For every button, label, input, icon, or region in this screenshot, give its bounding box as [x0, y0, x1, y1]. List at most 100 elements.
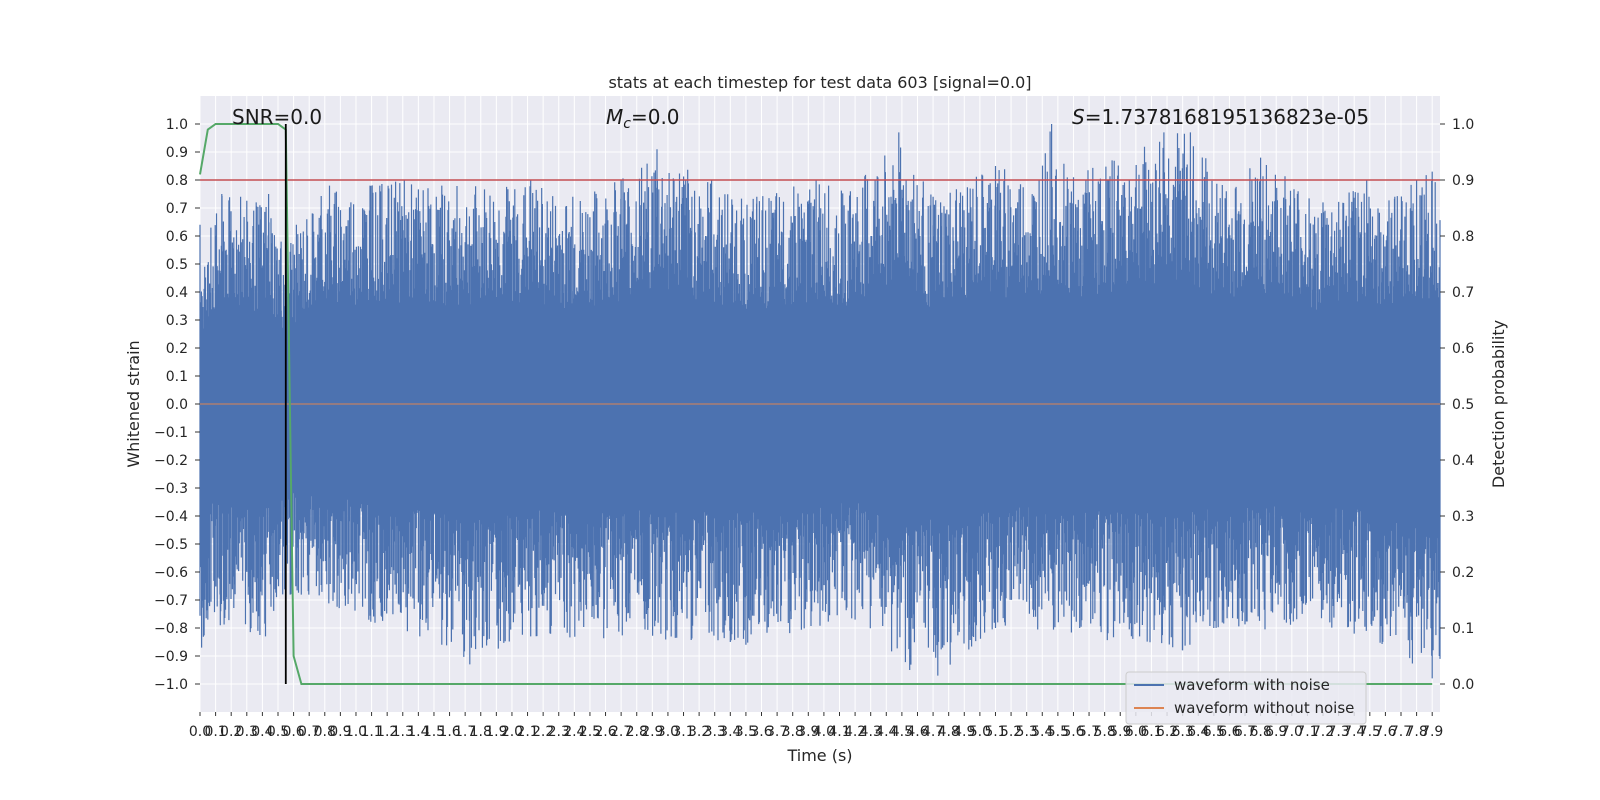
- x-tick-label: 4.9: [953, 724, 975, 740]
- y2-tick-label: 0.9: [1452, 173, 1474, 189]
- y-tick-label: −0.3: [154, 481, 188, 497]
- y-tick-label: −1.0: [154, 677, 188, 693]
- x-tick-label: 6.4: [1187, 724, 1209, 740]
- x-tick-label: 7.8: [1405, 724, 1427, 740]
- x-tick-label: 3.6: [750, 724, 772, 740]
- x-tick-label: 7.3: [1327, 724, 1349, 740]
- x-tick-label: 5.4: [1031, 724, 1053, 740]
- x-tick-label: 0.9: [329, 724, 351, 740]
- x-tick-label: 5.7: [1078, 724, 1100, 740]
- x-tick-label: 3.1: [672, 724, 694, 740]
- x-tick-label: 5.8: [1094, 724, 1116, 740]
- chirp-mass-annotation: Mc=0.0: [606, 105, 680, 132]
- x-tick-label: 5.2: [1000, 724, 1022, 740]
- y-tick-label: 0.4: [166, 285, 188, 301]
- x-tick-label: 1.7: [454, 724, 476, 740]
- y-tick-label: −0.9: [154, 649, 188, 665]
- y-tick-label: −0.6: [154, 565, 188, 581]
- snr-annotation: SNR=0.0: [232, 105, 322, 129]
- y-tick-label: 0.8: [166, 173, 188, 189]
- x-tick-label: 6.0: [1125, 724, 1147, 740]
- y-tick-label: 0.3: [166, 313, 188, 329]
- x-tick-label: 6.2: [1156, 724, 1178, 740]
- y-tick-label: −0.5: [154, 537, 188, 553]
- y2-tick-label: 0.7: [1452, 285, 1474, 301]
- x-tick-label: 0.5: [267, 724, 289, 740]
- x-tick-label: 0.1: [204, 724, 226, 740]
- y-tick-label: −0.7: [154, 593, 188, 609]
- y-axis-label: Whitened strain: [124, 340, 143, 467]
- x-tick-label: 7.7: [1390, 724, 1412, 740]
- s-annotation: S=1.7378168195136823e-05: [1072, 105, 1369, 129]
- x-tick-label: 2.1: [516, 724, 538, 740]
- chart-title: stats at each timestep for test data 603…: [608, 73, 1031, 92]
- x-tick-label: 7.1: [1296, 724, 1318, 740]
- x-tick-label: 3.8: [782, 724, 804, 740]
- x-tick-label: 4.4: [875, 724, 897, 740]
- x-tick-label: 0.7: [298, 724, 320, 740]
- x-tick-label: 3.7: [766, 724, 788, 740]
- x-tick-label: 0.4: [251, 724, 273, 740]
- x-tick-label: 1.1: [360, 724, 382, 740]
- y-tick-label: 0.0: [166, 397, 188, 413]
- x-tick-label: 4.7: [922, 724, 944, 740]
- x-tick-label: 4.1: [828, 724, 850, 740]
- x-tick-label: 1.3: [392, 724, 414, 740]
- y2-tick-label: 0.8: [1452, 229, 1474, 245]
- x-tick-label: 1.6: [438, 724, 460, 740]
- x-tick-label: 7.9: [1421, 724, 1443, 740]
- y-tick-label: 0.1: [166, 369, 188, 385]
- x-axis-label: Time (s): [786, 746, 852, 765]
- x-tick-label: 3.2: [688, 724, 710, 740]
- x-tick-label: 5.9: [1109, 724, 1131, 740]
- x-tick-label: 2.9: [641, 724, 663, 740]
- x-tick-label: 6.9: [1265, 724, 1287, 740]
- x-tick-label: 2.7: [610, 724, 632, 740]
- x-tick-label: 2.8: [626, 724, 648, 740]
- x-tick-label: 3.0: [657, 724, 679, 740]
- legend-label-clean: waveform without noise: [1174, 699, 1354, 717]
- legend: waveform with noise waveform without noi…: [1125, 671, 1367, 725]
- y-tick-label: 0.7: [166, 201, 188, 217]
- x-tick-label: 6.1: [1140, 724, 1162, 740]
- x-tick-label: 0.8: [314, 724, 336, 740]
- x-tick-label: 6.6: [1218, 724, 1240, 740]
- detection-probability-line: [199, 123, 1433, 685]
- x-tick-label: 1.4: [407, 724, 429, 740]
- x-tick-label: 2.6: [594, 724, 616, 740]
- x-tick-label: 0.0: [189, 724, 211, 740]
- y-tick-label: −0.4: [154, 509, 188, 525]
- x-tick-label: 0.2: [220, 724, 242, 740]
- y2-tick-labels: 1.0 0.9 0.8 0.7 0.6 0.5 0.4 0.3 0.2 0.1 0.0: [1440, 117, 1474, 693]
- y2-axis-label: Detection probability: [1489, 320, 1508, 488]
- x-tick-label: 1.5: [423, 724, 445, 740]
- x-tick-label: 7.5: [1359, 724, 1381, 740]
- x-tick-label: 5.6: [1062, 724, 1084, 740]
- x-tick-label: 6.8: [1249, 724, 1271, 740]
- y2-tick-label: 0.0: [1452, 677, 1474, 693]
- y-tick-label: 0.9: [166, 145, 188, 161]
- x-tick-label: 5.5: [1047, 724, 1069, 740]
- x-tick-label: 2.4: [563, 724, 585, 740]
- x-tick-label: 3.9: [797, 724, 819, 740]
- y-tick-label: −0.1: [154, 425, 188, 441]
- x-tick-label: 7.0: [1281, 724, 1303, 740]
- x-tick-label: 4.3: [860, 724, 882, 740]
- legend-label-noisy: waveform with noise: [1174, 676, 1330, 694]
- y-tick-label: 0.2: [166, 341, 188, 357]
- y2-tick-label: 0.5: [1452, 397, 1474, 413]
- y2-tick-label: 0.3: [1452, 509, 1474, 525]
- y-tick-label: 0.6: [166, 229, 188, 245]
- x-tick-label: 7.2: [1312, 724, 1334, 740]
- x-tick-label: 1.8: [470, 724, 492, 740]
- y-tick-label: −0.2: [154, 453, 188, 469]
- x-tick-label: 5.1: [984, 724, 1006, 740]
- x-tick-label: 2.5: [579, 724, 601, 740]
- x-tick-label: 7.4: [1343, 724, 1365, 740]
- y-tick-label: −0.8: [154, 621, 188, 637]
- y-tick-label: 1.0: [166, 117, 188, 133]
- x-tick-label: 5.0: [969, 724, 991, 740]
- x-tick-label: 6.3: [1172, 724, 1194, 740]
- y2-tick-label: 0.1: [1452, 621, 1474, 637]
